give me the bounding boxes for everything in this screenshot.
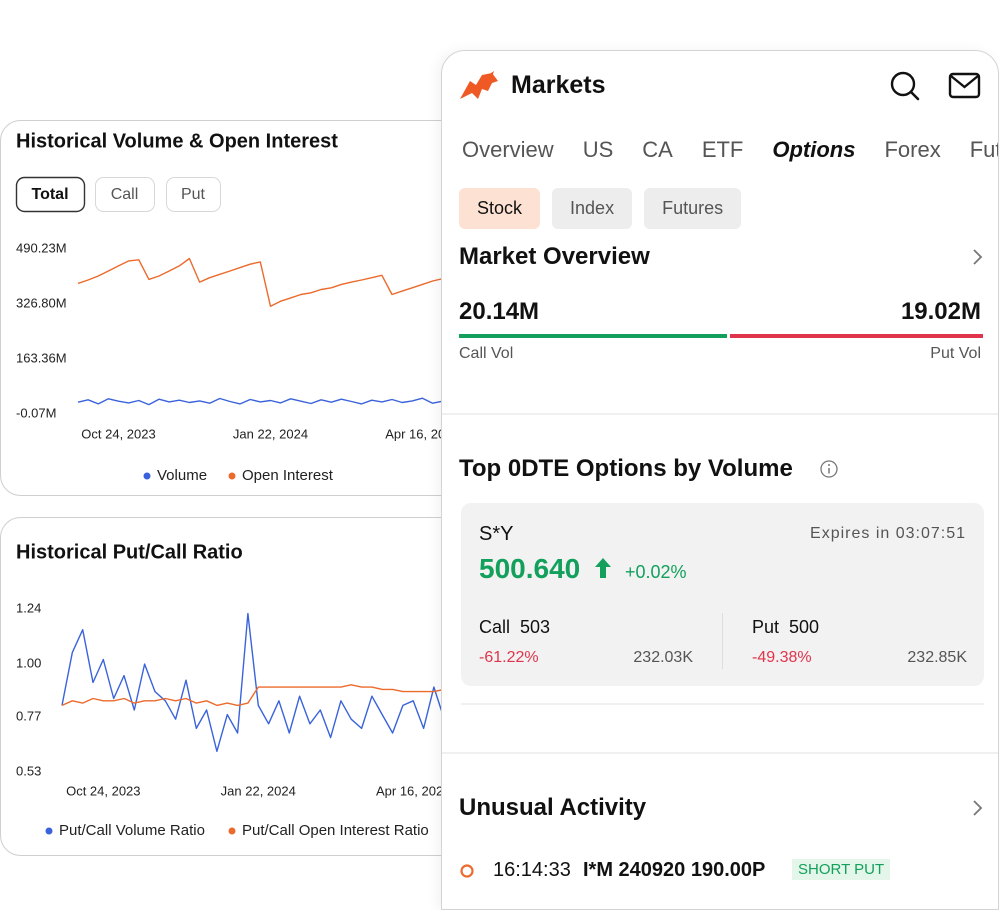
info-icon[interactable] bbox=[819, 459, 839, 479]
legend-label: Volume bbox=[157, 467, 207, 484]
put-volume: 19.02M bbox=[900, 298, 981, 325]
filter-button[interactable] bbox=[166, 177, 221, 212]
put-contract: Put 500 bbox=[752, 617, 820, 637]
section-title: Unusual Activity bbox=[459, 794, 647, 821]
markets-panel: Markets Overview US CA ETF Options Forex Futur… bbox=[441, 50, 999, 910]
subtab-bar: Stock Index Futures bbox=[459, 188, 742, 229]
tab[interactable]: Overview bbox=[462, 137, 554, 162]
filter-button[interactable] bbox=[15, 176, 86, 213]
chart-title: Historical Volume & Open Interest bbox=[16, 130, 338, 152]
put-change: -49.38% bbox=[752, 649, 812, 666]
card-edge bbox=[461, 703, 984, 705]
tab[interactable]: ETF bbox=[701, 137, 744, 162]
chevron[interactable] bbox=[972, 799, 984, 817]
y-tick-label: 0.77 bbox=[16, 708, 41, 723]
call-contract: Call 503 bbox=[479, 617, 551, 637]
tab[interactable]: US bbox=[582, 137, 614, 162]
legend-marker bbox=[228, 827, 236, 835]
put-volume-label: Put Vol bbox=[930, 345, 981, 362]
expiry: Expires in 03:07:51 bbox=[810, 525, 966, 542]
separator bbox=[442, 752, 998, 754]
filter-label[interactable]: Put bbox=[181, 186, 206, 203]
brand: Markets bbox=[511, 71, 606, 99]
y-tick-label: 326.80M bbox=[16, 295, 67, 310]
subtab[interactable]: Index bbox=[552, 188, 633, 229]
call-volume: 232.03K bbox=[633, 649, 693, 666]
up-arrow bbox=[595, 558, 611, 578]
activity-time: 16:14:33 bbox=[493, 859, 571, 881]
legend-marker bbox=[228, 472, 236, 480]
logo[interactable] bbox=[458, 71, 500, 101]
mail-icon[interactable] bbox=[948, 72, 982, 100]
tab-bar: Overview US CA ETF Options Forex Futures bbox=[462, 136, 999, 164]
y-tick-label: 1.00 bbox=[16, 656, 41, 671]
status-dot bbox=[460, 864, 474, 878]
price: 500.640 bbox=[479, 553, 581, 584]
legend-label: Put/Call Open Interest Ratio bbox=[242, 822, 429, 839]
symbol: S*Y bbox=[479, 523, 514, 545]
divider bbox=[722, 613, 723, 669]
filter-label[interactable]: Total bbox=[31, 186, 68, 203]
call-change: -61.22% bbox=[479, 649, 539, 666]
legend-label: Put/Call Volume Ratio bbox=[59, 822, 205, 839]
search-icon[interactable] bbox=[890, 71, 920, 101]
x-tick-label: Oct 24, 2023 bbox=[81, 426, 155, 441]
legend-marker bbox=[45, 827, 53, 835]
section-title: Top 0DTE Options by Volume bbox=[459, 455, 793, 482]
y-tick-label: 0.53 bbox=[16, 763, 41, 778]
legend-marker bbox=[143, 472, 151, 480]
filter-button[interactable] bbox=[95, 177, 155, 212]
activity-contract: I*M 240920 190.00P bbox=[583, 859, 766, 881]
call-volume: 20.14M bbox=[459, 298, 540, 325]
y-tick-label: -0.07M bbox=[16, 405, 56, 420]
put-volume: 232.85K bbox=[907, 649, 967, 666]
y-tick-label: 1.24 bbox=[16, 600, 41, 615]
option-card[interactable]: S*Y Expires in 03:07:51 500.640 +0.02% C… bbox=[461, 503, 984, 686]
chevron[interactable] bbox=[972, 248, 984, 266]
tab[interactable]: CA bbox=[642, 137, 673, 162]
call-volume-label: Call Vol bbox=[459, 345, 514, 362]
tab[interactable]: Futures bbox=[969, 137, 999, 162]
x-tick-label: Jan 22, 2024 bbox=[221, 783, 296, 798]
subtab[interactable]: Stock bbox=[459, 188, 541, 229]
tab[interactable]: Forex bbox=[884, 137, 941, 162]
x-tick-label: Oct 24, 2023 bbox=[66, 783, 140, 798]
filter-label[interactable]: Call bbox=[111, 186, 139, 203]
y-tick-label: 163.36M bbox=[16, 350, 67, 365]
price-change: +0.02% bbox=[625, 562, 687, 582]
legend-label: Open Interest bbox=[242, 467, 334, 484]
call-bar bbox=[459, 334, 727, 338]
subtab[interactable]: Futures bbox=[644, 188, 742, 229]
chart-card bbox=[0, 517, 481, 856]
x-tick-label: Apr 16, 2024 bbox=[376, 783, 450, 798]
section-title: Market Overview bbox=[459, 243, 650, 270]
chart-title: Historical Put/Call Ratio bbox=[16, 541, 243, 563]
tab[interactable]: Options bbox=[772, 137, 856, 162]
separator bbox=[442, 413, 998, 415]
activity-tag: SHORT PUT bbox=[792, 859, 891, 880]
put-bar bbox=[729, 334, 983, 338]
x-tick-label: Jan 22, 2024 bbox=[233, 426, 308, 441]
y-tick-label: 490.23M bbox=[16, 240, 67, 255]
